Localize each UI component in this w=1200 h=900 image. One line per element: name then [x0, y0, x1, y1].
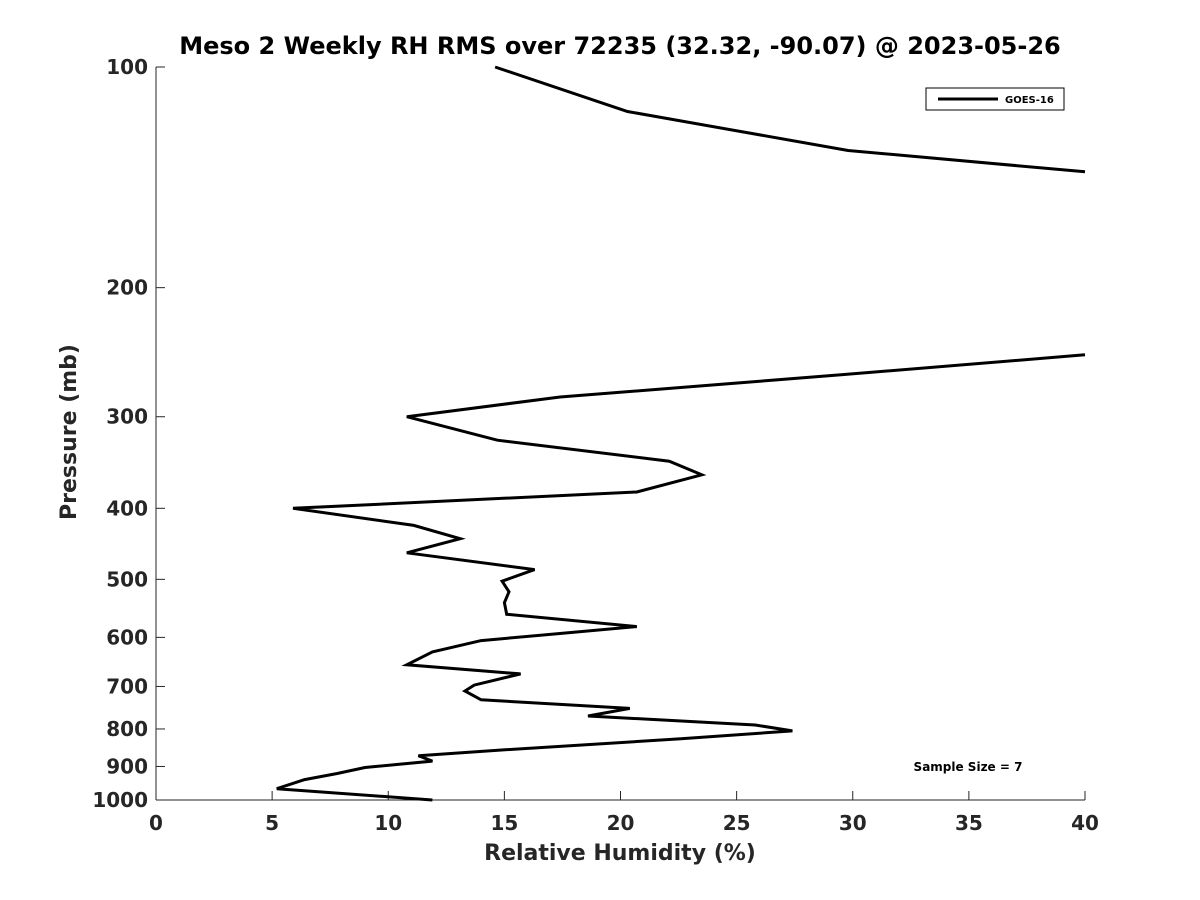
- chart-title: Meso 2 Weekly RH RMS over 72235 (32.32, …: [179, 32, 1061, 60]
- x-tick-label-20: 20: [607, 811, 635, 835]
- y-tick-label-600: 600: [106, 625, 148, 649]
- x-tick-label-35: 35: [955, 811, 983, 835]
- y-axis-label: Pressure (mb): [57, 344, 82, 520]
- x-tick-label-25: 25: [723, 811, 751, 835]
- x-axis-label: Relative Humidity (%): [484, 841, 756, 866]
- sample-size-annotation: Sample Size = 7: [914, 760, 1023, 774]
- x-tick-label-30: 30: [839, 811, 867, 835]
- x-tick-label-15: 15: [490, 811, 518, 835]
- x-tick-label-0: 0: [149, 811, 163, 835]
- y-tick-label-100: 100: [106, 55, 148, 79]
- plot-area: 0 5 10 15 20 25 30 35 40 100 200 300 400 500 600 700 800…: [92, 55, 1099, 835]
- legend-label-goes-16: GOES-16: [1005, 95, 1054, 106]
- series-line-goes-16: [276, 65, 1086, 802]
- x-tick-label-10: 10: [374, 811, 402, 835]
- x-tick-label-40: 40: [1071, 811, 1099, 835]
- y-tick-label-800: 800: [106, 717, 148, 741]
- y-tick-label-500: 500: [106, 567, 148, 591]
- y-tick-label-400: 400: [106, 496, 148, 520]
- y-tick-label-300: 300: [106, 405, 148, 429]
- legend: GOES-16: [925, 87, 1065, 111]
- y-tick-label-900: 900: [106, 754, 148, 778]
- x-tick-label-5: 5: [265, 811, 279, 835]
- y-tick-label-1000: 1000: [92, 788, 148, 812]
- y-tick-label-200: 200: [106, 276, 148, 300]
- y-tick-label-700: 700: [106, 674, 148, 698]
